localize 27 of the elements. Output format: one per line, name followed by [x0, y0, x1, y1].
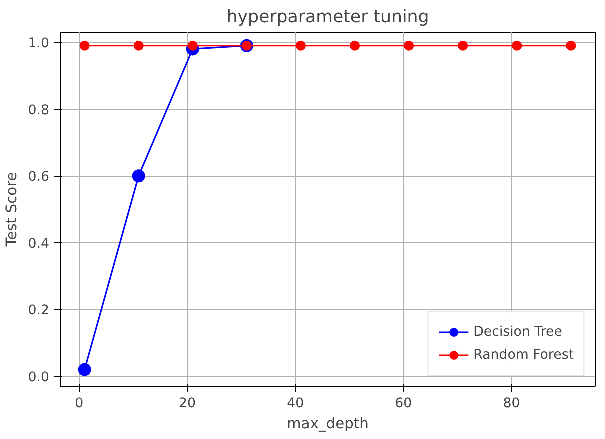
point: [78, 363, 92, 376]
point: [296, 40, 306, 51]
point: [458, 40, 468, 51]
chart-title: hyperparameter tuning: [226, 8, 430, 28]
y-tick-label: 0.6: [28, 170, 50, 186]
x-tick-label: 40: [287, 396, 304, 412]
x-tick-label: 0: [75, 396, 84, 412]
y-tick-label: 0.0: [28, 370, 50, 386]
y-tick-label: 0.2: [28, 304, 50, 319]
legend-label: Random Forest: [474, 348, 574, 362]
y-tick-label: 0.8: [28, 103, 50, 118]
point: [134, 40, 144, 51]
point: [566, 40, 576, 51]
point: [188, 40, 198, 51]
point: [350, 40, 360, 51]
legend-label: Decision Tree: [474, 324, 562, 340]
point: [80, 40, 90, 51]
x-axis-title: max_depth: [287, 416, 369, 432]
y-tick-label: 0.4: [28, 236, 50, 252]
point: [512, 40, 522, 51]
point: [404, 40, 414, 51]
y-axis-title: Test Score: [3, 172, 20, 248]
x-tick-label: 80: [503, 396, 520, 412]
x-tick-label: 60: [395, 396, 412, 412]
point: [132, 170, 146, 183]
x-tick-label: 20: [179, 396, 196, 412]
y-tick-label: 1.0: [28, 36, 50, 52]
